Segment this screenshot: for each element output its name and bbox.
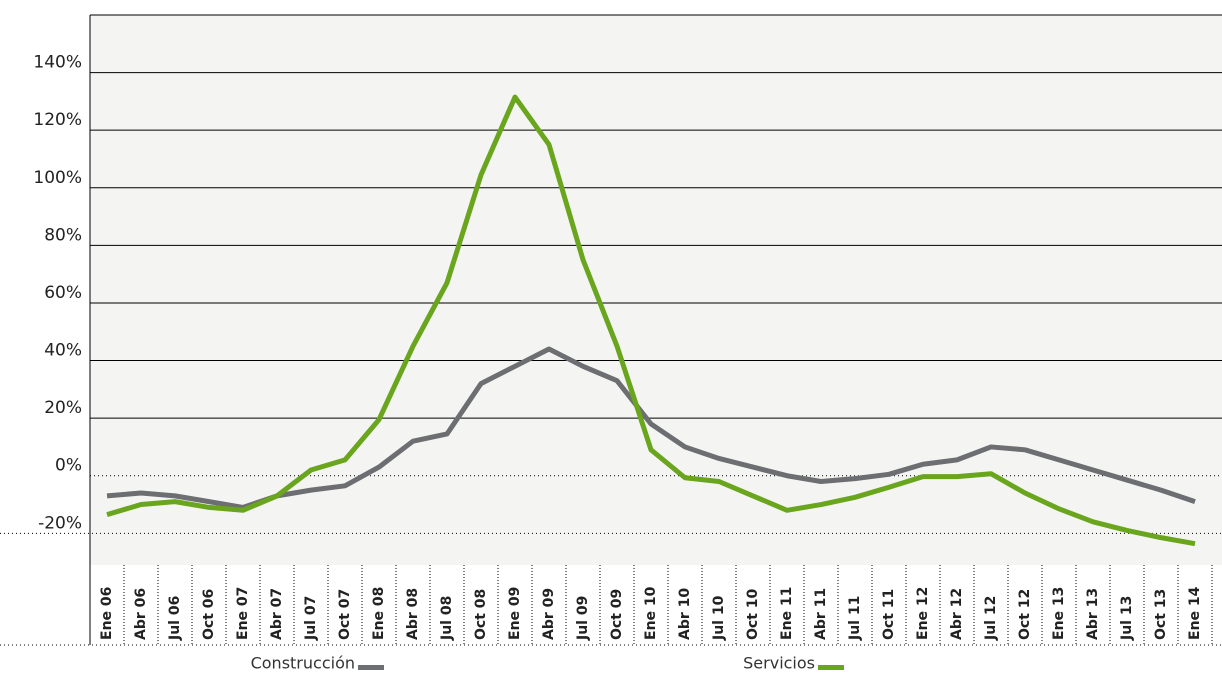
x-tick-label: Oct 13 xyxy=(1153,589,1169,640)
y-tick-label: 80% xyxy=(44,225,82,245)
series-line xyxy=(106,346,1196,510)
x-tick-label: Ene 08 xyxy=(371,587,387,640)
y-tick-label: 100% xyxy=(33,168,82,188)
y-tick-label: 40% xyxy=(44,341,82,361)
y-tick-label: 140% xyxy=(33,53,82,73)
x-tick-label: Abr 13 xyxy=(1085,588,1101,640)
x-tick-label: Oct 08 xyxy=(473,589,489,640)
x-tick-label: Oct 12 xyxy=(1017,589,1033,640)
x-tick-label: Abr 10 xyxy=(677,588,693,640)
x-tick-label: Jul 10 xyxy=(711,595,727,641)
x-tick-label: Abr 06 xyxy=(133,588,149,640)
y-tick-label: 120% xyxy=(33,110,82,130)
x-tick-label: Ene 11 xyxy=(779,587,795,640)
x-tick-label: Ene 13 xyxy=(1051,587,1067,640)
x-tick-label: Abr 08 xyxy=(405,588,421,640)
legend-label: Construcción xyxy=(251,654,355,673)
x-tick-label: Abr 07 xyxy=(269,588,285,640)
x-tick-label: Ene 10 xyxy=(643,586,659,640)
x-tick-label: Oct 11 xyxy=(881,589,897,640)
x-tick-label: Abr 11 xyxy=(813,588,829,640)
series-line xyxy=(106,94,1196,547)
x-tick-label: Abr 09 xyxy=(541,588,557,640)
x-tick-label: Ene 14 xyxy=(1187,586,1203,640)
x-tick-label: Jul 11 xyxy=(847,596,863,641)
x-tick-label: Abr 12 xyxy=(949,588,965,640)
legend-label: Servicios xyxy=(743,654,815,673)
x-tick-label: Jul 06 xyxy=(167,596,183,641)
x-tick-label: Jul 09 xyxy=(575,596,591,641)
y-tick-label: -20% xyxy=(38,513,82,533)
plot-background xyxy=(90,15,1222,565)
x-tick-label: Oct 10 xyxy=(745,588,761,640)
x-tick-label: Jul 12 xyxy=(983,596,999,641)
legend-swatch xyxy=(358,665,384,670)
x-tick-label: Ene 06 xyxy=(99,587,115,640)
x-tick-label: Oct 09 xyxy=(609,589,625,640)
legend-swatch xyxy=(818,665,844,670)
y-tick-label: 60% xyxy=(44,283,82,303)
x-tick-label: Jul 08 xyxy=(439,596,455,641)
x-tick-label: Jul 13 xyxy=(1119,596,1135,641)
y-tick-label: 20% xyxy=(44,398,82,418)
x-tick-label: Oct 07 xyxy=(337,589,353,640)
x-tick-label: Ene 12 xyxy=(915,587,931,640)
x-tick-label: Oct 06 xyxy=(201,589,217,640)
x-tick-label: Ene 07 xyxy=(235,587,251,640)
y-tick-label: 0% xyxy=(55,456,82,476)
x-tick-label: Jul 07 xyxy=(303,596,319,641)
x-tick-label: Ene 09 xyxy=(507,587,523,640)
